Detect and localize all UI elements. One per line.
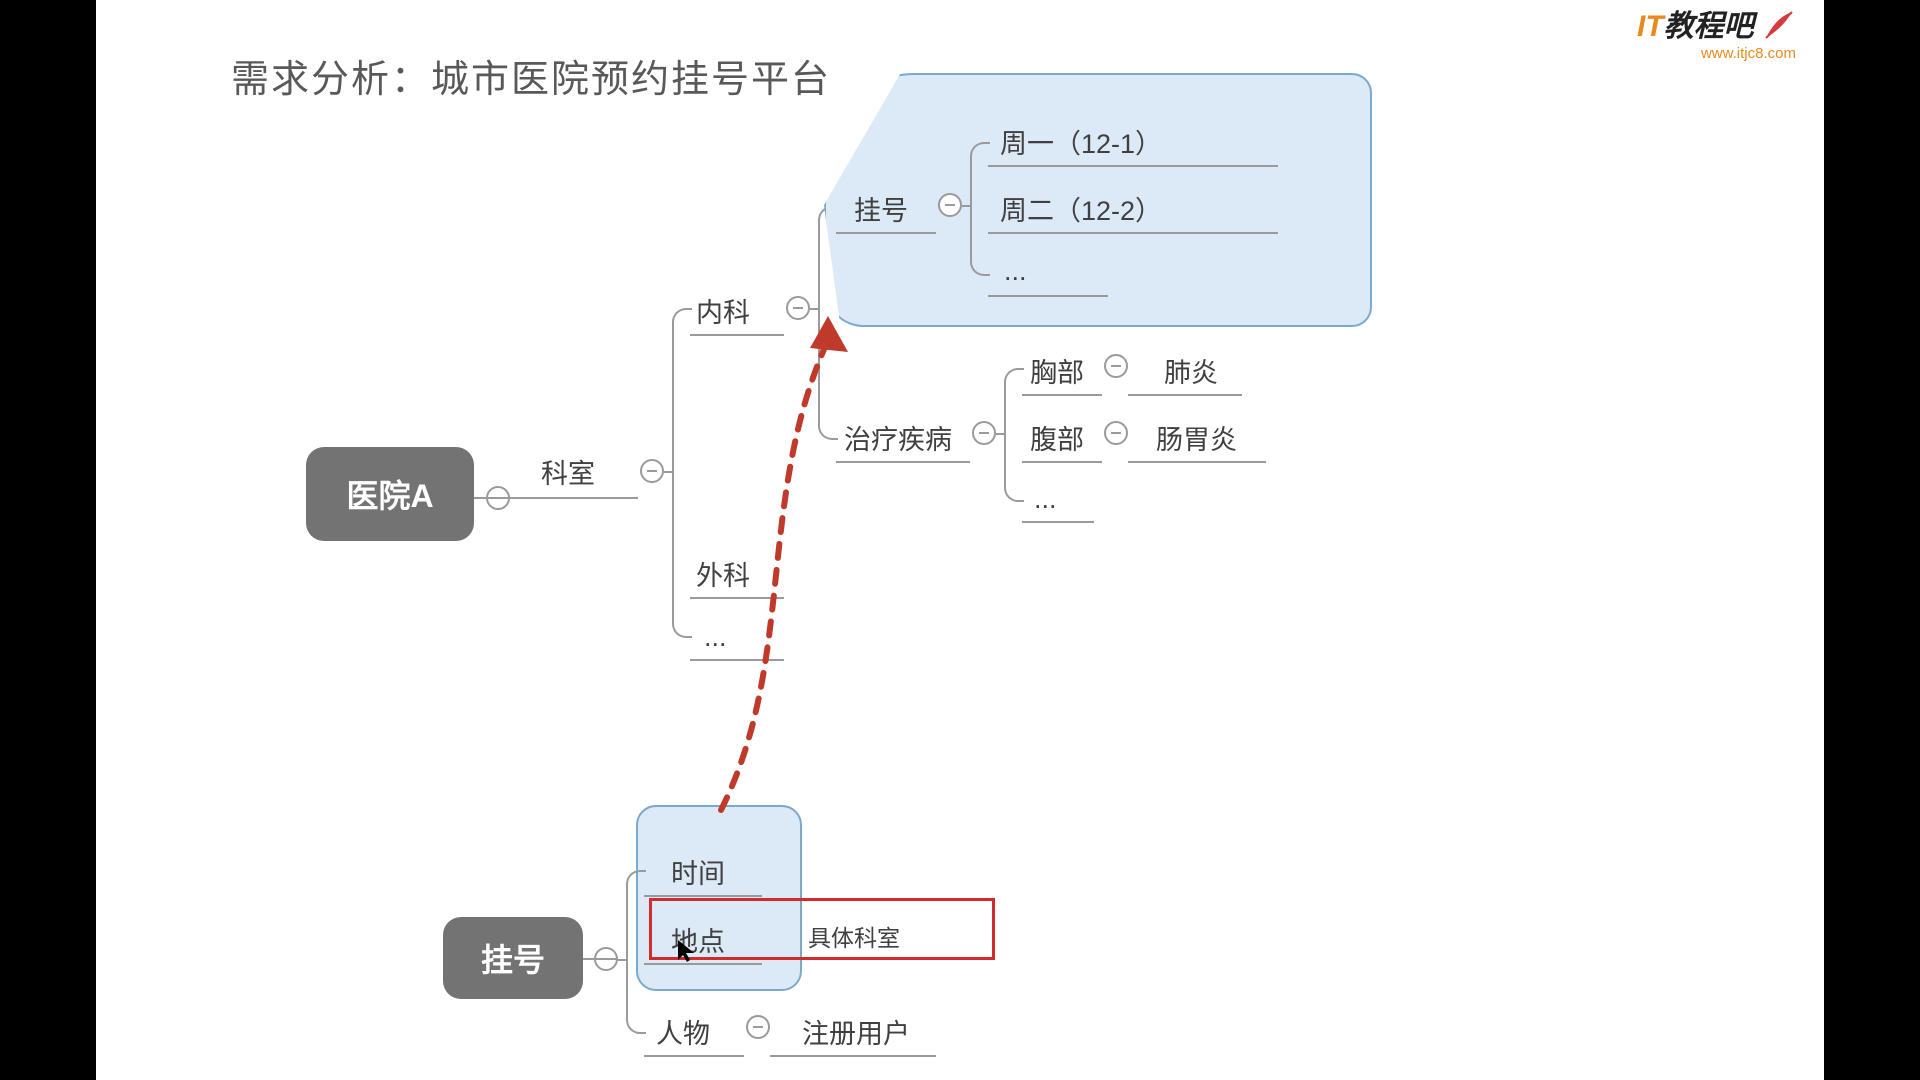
relation-arrow [96,0,1824,1080]
slide-canvas: 需求分析：城市医院预约挂号平台 IT教程吧 www.itjc8.com 医院A … [96,0,1824,1080]
